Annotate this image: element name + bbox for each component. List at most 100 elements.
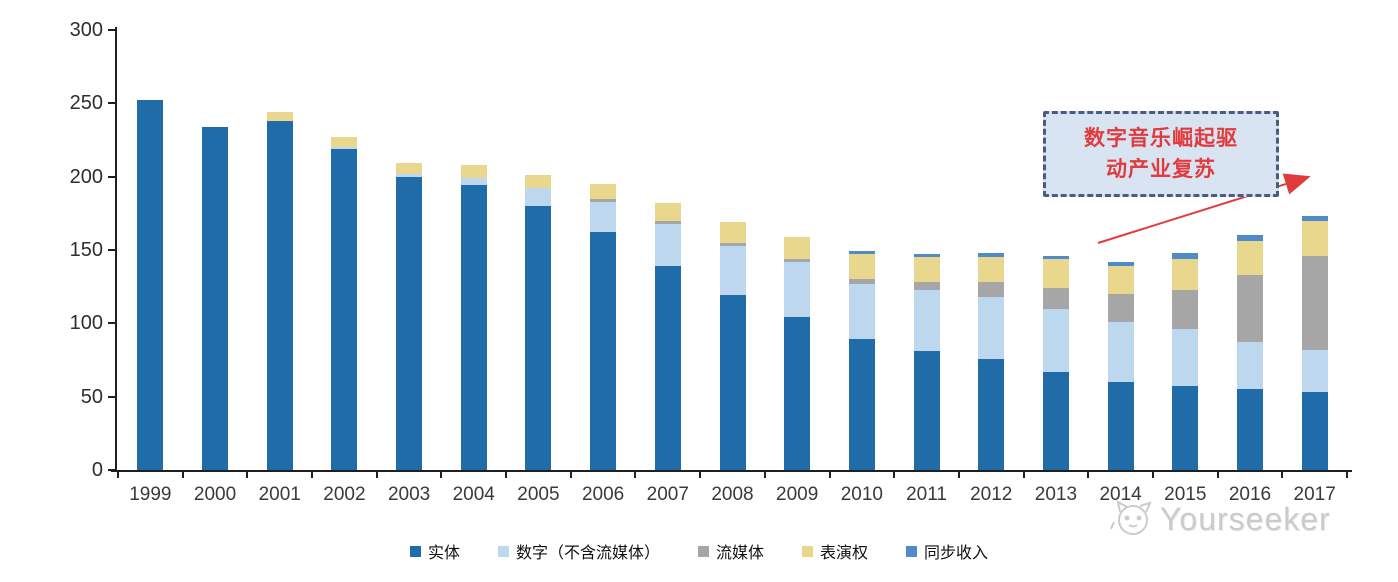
x-axis-label-2015: 2015 xyxy=(1164,484,1207,505)
x-axis-label-2011: 2011 xyxy=(906,484,947,505)
legend-swatch-icon xyxy=(497,545,509,557)
bar-segment-2011 xyxy=(913,289,940,352)
bar-segment-2008 xyxy=(719,295,746,470)
legend-label: 实体 xyxy=(427,545,460,562)
y-axis-tick-label: 50 xyxy=(80,385,103,408)
bar-segment-2007 xyxy=(654,203,681,221)
bar-segment-2013 xyxy=(1042,258,1069,289)
bar-segment-2012 xyxy=(978,257,1005,283)
x-axis-tick xyxy=(699,470,702,478)
bar-segment-2002 xyxy=(331,148,358,470)
bar-segment-2014 xyxy=(1107,321,1134,382)
y-axis-tick xyxy=(108,175,116,178)
bar-segment-2010 xyxy=(848,339,875,470)
x-axis-tick xyxy=(569,470,572,478)
bar-segment-2011 xyxy=(913,351,940,470)
bar-segment-2015 xyxy=(1172,252,1199,259)
legend-swatch-icon xyxy=(409,545,421,557)
bar-segment-2009 xyxy=(784,236,811,259)
watermark: Yourseeker xyxy=(1110,498,1331,540)
x-axis-tick xyxy=(1151,470,1154,478)
x-axis-tick xyxy=(957,470,960,478)
legend-label: 流媒体 xyxy=(715,545,764,562)
bar-segment-2012 xyxy=(978,252,1005,258)
bar-segment-2014 xyxy=(1107,294,1134,322)
bar-segment-2017 xyxy=(1301,255,1328,350)
y-axis-line xyxy=(115,27,117,472)
legend-item: 表演权 xyxy=(802,539,868,563)
x-axis-tick xyxy=(1281,470,1284,478)
bar-segment-2004 xyxy=(460,178,487,186)
bar-segment-2015 xyxy=(1172,386,1199,470)
y-axis-tick xyxy=(108,102,116,105)
x-axis-tick xyxy=(1087,470,1090,478)
bar-segment-2012 xyxy=(978,358,1005,470)
bar-segment-2010 xyxy=(848,283,875,340)
x-axis-label-2001: 2001 xyxy=(258,484,301,505)
watermark-text: Yourseeker xyxy=(1160,500,1331,537)
x-axis-label-2004: 2004 xyxy=(452,484,495,505)
bar-segment-2012 xyxy=(978,296,1005,359)
annotation-text-line2: 动产业复苏 xyxy=(1106,158,1216,181)
bar-segment-2008 xyxy=(719,245,746,296)
x-axis-label-2014: 2014 xyxy=(1099,484,1142,505)
x-axis-tick xyxy=(828,470,831,478)
x-axis-tick xyxy=(311,470,314,478)
bar-segment-2016 xyxy=(1236,342,1263,390)
y-axis-tick xyxy=(108,29,116,31)
bar-segment-2007 xyxy=(654,223,681,267)
annotation-text-line1: 数字音乐崛起驱 xyxy=(1084,127,1238,150)
x-axis-label-2008: 2008 xyxy=(711,484,754,505)
bar-segment-2014 xyxy=(1107,266,1134,294)
x-axis-tick xyxy=(1216,470,1219,478)
legend-item: 实体 xyxy=(409,539,460,563)
x-axis-tick xyxy=(1022,470,1025,478)
legend-item: 流媒体 xyxy=(697,539,764,563)
cat-face-icon xyxy=(1110,500,1152,535)
bar-segment-2015 xyxy=(1172,289,1199,330)
bar-segment-2001 xyxy=(266,112,293,121)
bar-segment-2016 xyxy=(1236,389,1263,470)
bar-segment-2010 xyxy=(848,251,875,255)
bar-segment-2011 xyxy=(913,257,940,283)
bar-segment-2006 xyxy=(590,201,617,233)
x-axis-tick xyxy=(181,470,184,478)
bar-segment-1999 xyxy=(137,100,164,470)
legend-label: 同步收入 xyxy=(924,545,989,562)
x-axis-label-2006: 2006 xyxy=(581,484,625,505)
bar-segment-2017 xyxy=(1301,349,1328,393)
legend-swatch-icon xyxy=(697,545,709,557)
bar-segment-2014 xyxy=(1107,382,1134,470)
x-axis-label-1999: 1999 xyxy=(129,484,172,505)
x-axis-label-2007: 2007 xyxy=(646,484,689,505)
bar-segment-2002 xyxy=(331,147,358,149)
x-axis-label-2003: 2003 xyxy=(387,484,431,505)
bar-segment-2004 xyxy=(460,185,487,470)
bar-segment-2009 xyxy=(784,261,811,318)
y-axis-tick xyxy=(108,322,116,325)
x-axis-label-2002: 2002 xyxy=(323,484,366,505)
bar-segment-2006 xyxy=(590,184,617,199)
bar-segment-2004 xyxy=(460,164,487,179)
legend-label: 数字（不含流媒体） xyxy=(515,545,660,562)
bar-segment-2016 xyxy=(1236,235,1263,242)
y-axis-tick-label: 200 xyxy=(69,165,103,188)
x-axis-tick xyxy=(375,470,378,478)
bar-segment-2006 xyxy=(590,232,617,470)
bar-segment-2015 xyxy=(1172,329,1199,387)
bar-segment-2015 xyxy=(1172,258,1199,290)
bar-segment-2006 xyxy=(590,198,617,202)
bar-segment-2003 xyxy=(396,173,423,177)
bar-segment-2010 xyxy=(848,279,875,284)
bar-segment-2012 xyxy=(978,282,1005,297)
x-axis-label-2009: 2009 xyxy=(776,484,819,505)
y-axis-tick-label: 0 xyxy=(91,459,103,481)
x-axis-tick xyxy=(440,470,443,478)
bar-segment-2011 xyxy=(913,254,940,258)
bar-segment-2011 xyxy=(913,282,940,290)
x-axis-label-2005: 2005 xyxy=(517,484,560,505)
bar-segment-2007 xyxy=(654,220,681,224)
x-axis-label-2000: 2000 xyxy=(193,484,237,505)
bar-segment-2017 xyxy=(1301,216,1328,221)
chart-legend: 实体 数字（不含流媒体） 流媒体 表演权 同步收入 xyxy=(0,539,1398,563)
